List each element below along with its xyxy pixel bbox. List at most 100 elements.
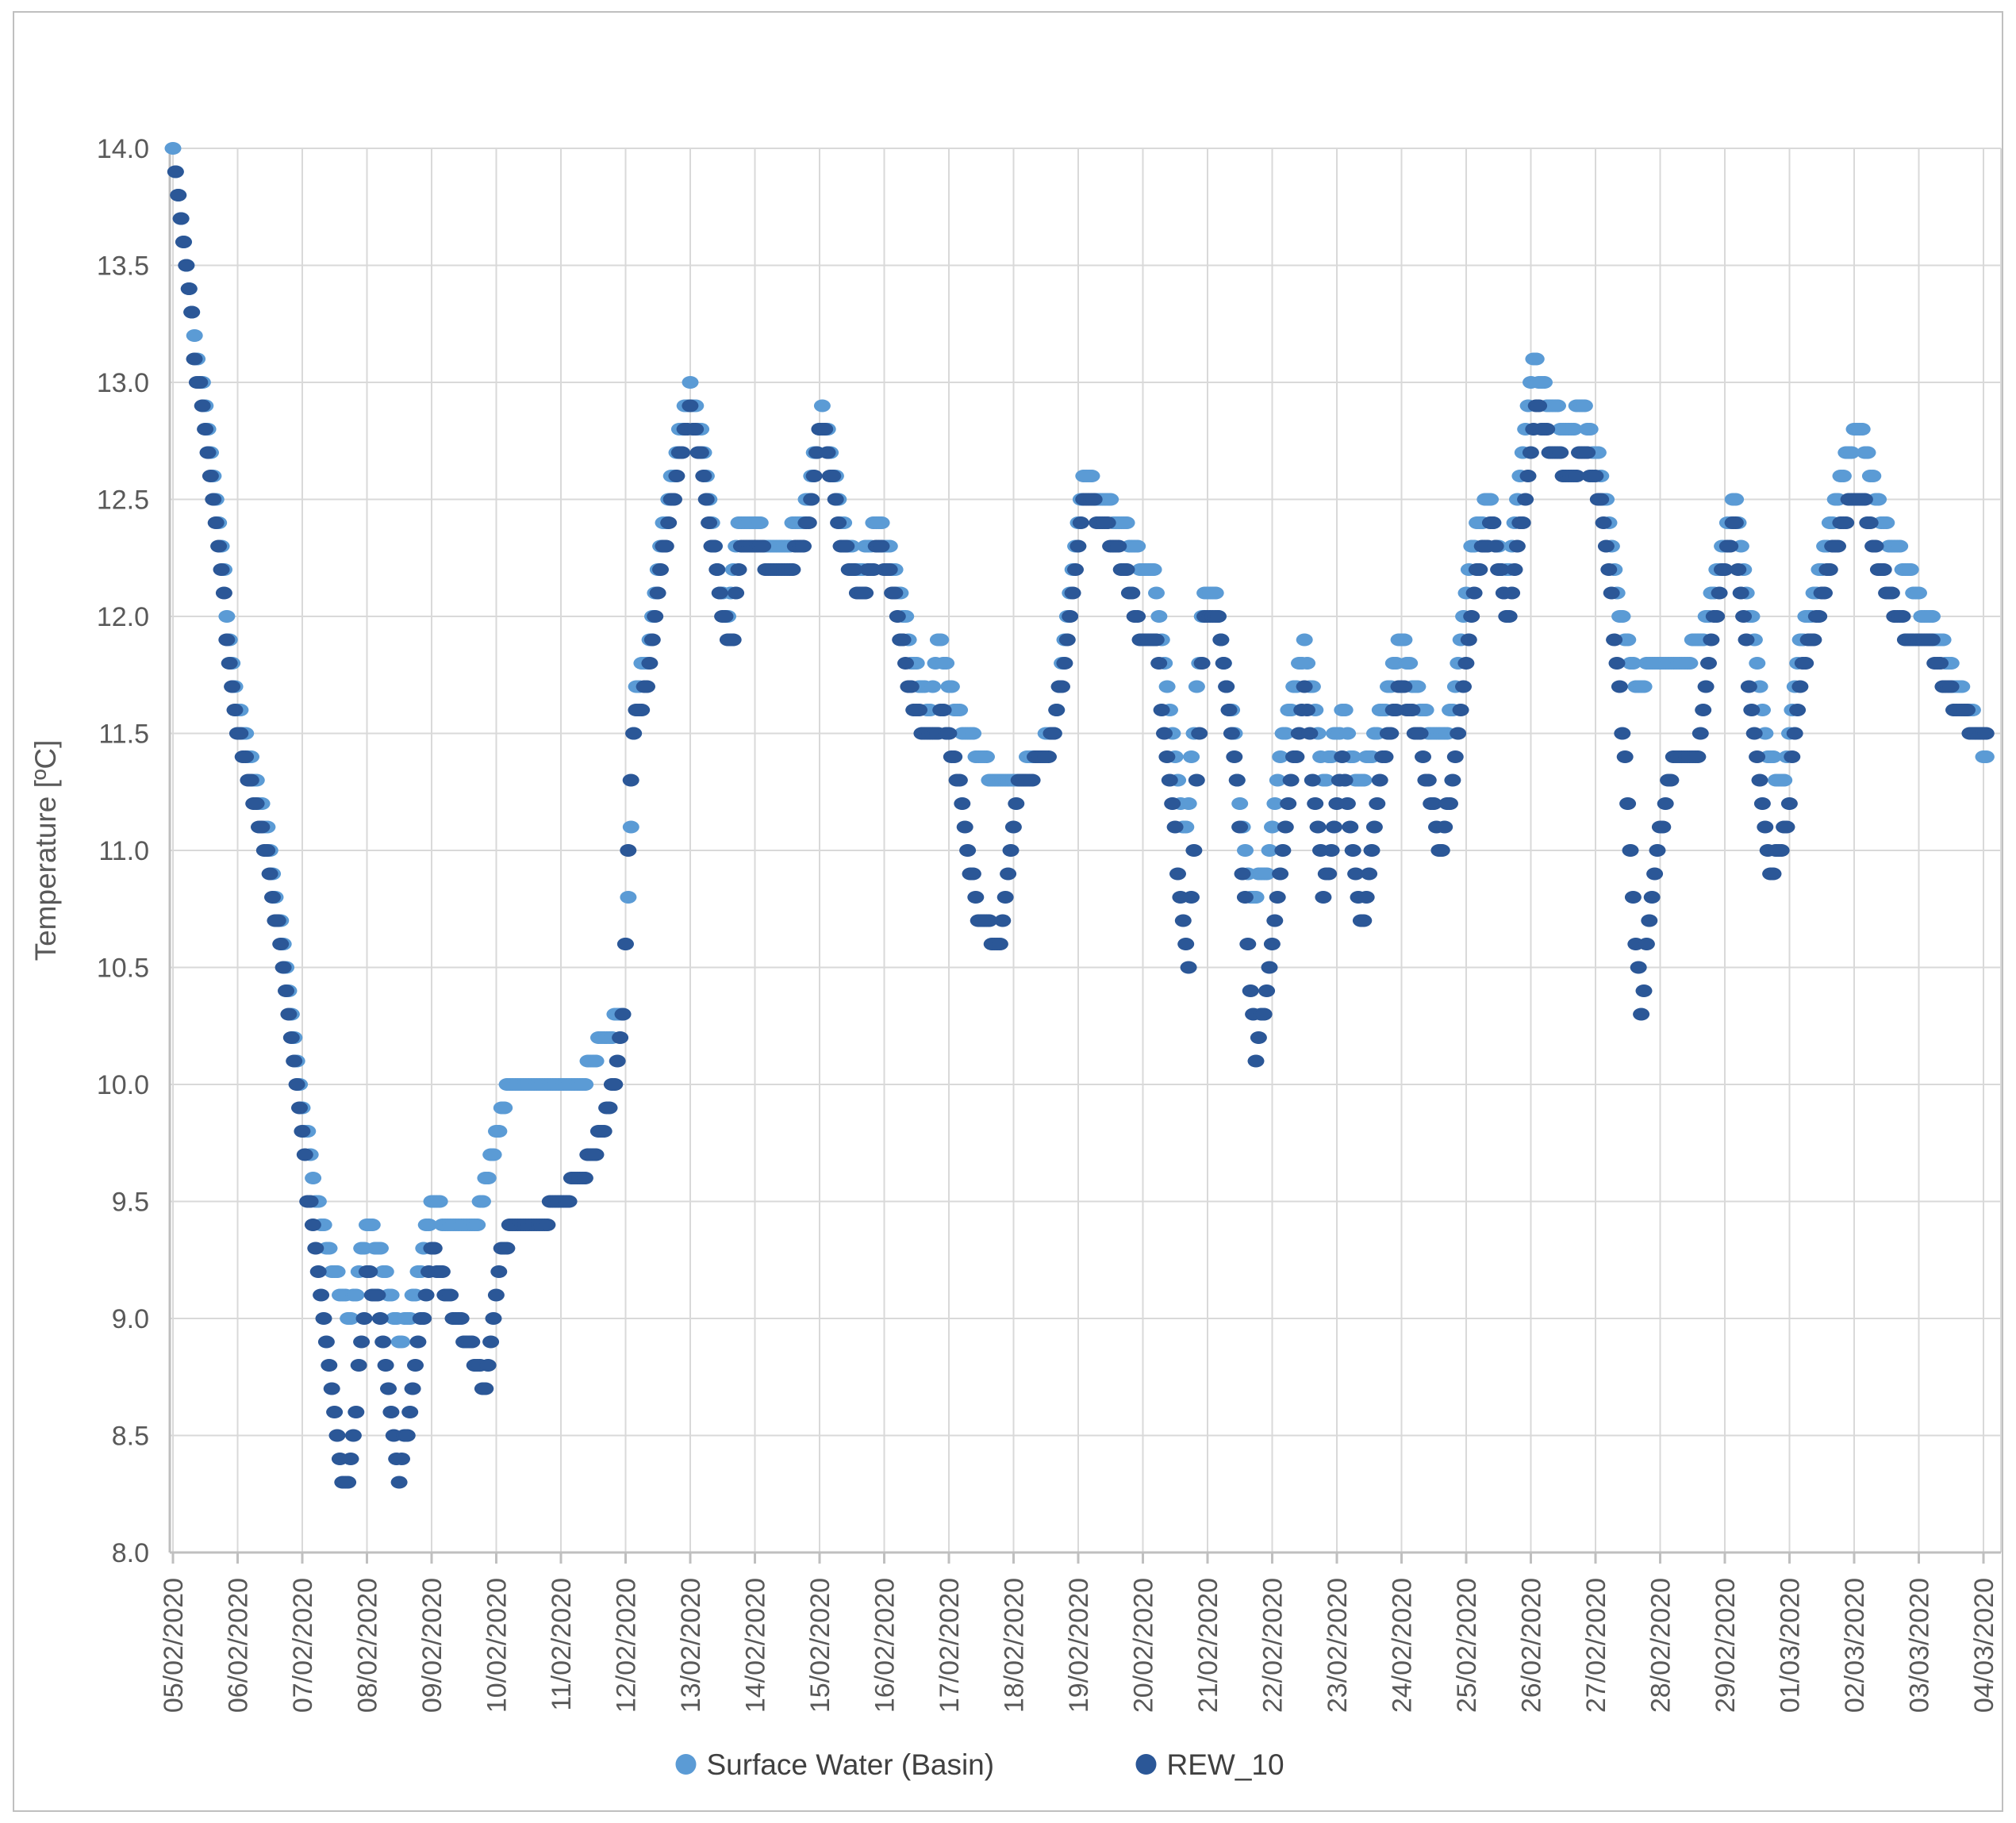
- data-point: [1635, 680, 1653, 693]
- data-point: [606, 1078, 624, 1091]
- data-point: [881, 563, 898, 576]
- y-tick-label: 11.5: [98, 720, 149, 750]
- data-point: [682, 399, 699, 413]
- data-point: [1649, 844, 1666, 857]
- data-point: [755, 539, 772, 553]
- data-point: [1924, 610, 1941, 623]
- data-point: [1156, 727, 1173, 740]
- data-point: [1641, 914, 1658, 927]
- x-tick-label: 25/02/2020: [1452, 1578, 1482, 1713]
- x-tick-label: 04/03/2020: [1969, 1578, 1999, 1713]
- data-point: [194, 399, 211, 413]
- data-point: [956, 820, 973, 834]
- data-point: [1401, 657, 1419, 670]
- data-point: [361, 1265, 378, 1278]
- data-point: [1147, 633, 1165, 647]
- data-point: [1307, 797, 1324, 810]
- data-point: [1191, 727, 1208, 740]
- data-point: [1861, 516, 1879, 529]
- data-point: [1433, 844, 1450, 857]
- data-point: [601, 1101, 618, 1115]
- x-tick-label: 15/02/2020: [805, 1578, 835, 1713]
- data-point: [1296, 633, 1313, 647]
- data-point: [1549, 399, 1566, 413]
- data-point: [1576, 399, 1593, 413]
- data-point: [1365, 820, 1383, 834]
- data-point: [1600, 563, 1618, 576]
- data-point: [487, 1288, 505, 1302]
- data-point: [1371, 773, 1388, 787]
- data-point: [340, 1476, 357, 1489]
- data-point: [1692, 727, 1709, 740]
- data-point: [1681, 657, 1699, 670]
- data-point: [1296, 680, 1313, 693]
- data-point: [1894, 610, 1911, 623]
- data-point: [1258, 867, 1276, 881]
- data-point: [1231, 797, 1249, 810]
- data-point: [490, 1125, 508, 1138]
- x-tick-label: 26/02/2020: [1517, 1578, 1547, 1713]
- data-point: [827, 493, 844, 506]
- data-point: [282, 1031, 300, 1044]
- data-point: [253, 820, 271, 834]
- data-point: [1646, 867, 1664, 881]
- x-tick-label: 18/02/2020: [1000, 1578, 1030, 1713]
- legend-marker-surface-water: [675, 1754, 697, 1775]
- data-point: [1619, 633, 1637, 647]
- x-tick-label: 08/02/2020: [353, 1578, 383, 1713]
- data-point: [218, 633, 236, 647]
- data-point: [1320, 867, 1338, 881]
- data-point: [1565, 423, 1583, 436]
- data-point: [1635, 984, 1653, 997]
- data-point: [1056, 657, 1073, 670]
- data-point: [819, 446, 836, 459]
- data-point: [1654, 820, 1672, 834]
- y-tick-label: 12.0: [97, 602, 149, 632]
- data-point: [278, 984, 294, 997]
- data-point: [1786, 727, 1803, 740]
- data-point: [1487, 539, 1504, 553]
- data-point: [1188, 680, 1205, 693]
- y-tick-label: 8.5: [112, 1422, 149, 1452]
- data-point: [935, 704, 952, 716]
- data-point: [1118, 563, 1135, 576]
- data-point: [1023, 773, 1041, 787]
- data-point: [1277, 820, 1294, 834]
- data-point: [1129, 610, 1146, 623]
- data-point: [1326, 820, 1342, 834]
- data-point: [1883, 586, 1900, 600]
- data-point: [1942, 680, 1960, 693]
- data-point: [1622, 844, 1639, 857]
- data-point: [1977, 750, 1995, 763]
- data-point: [1409, 680, 1427, 693]
- data-point: [1299, 657, 1316, 670]
- data-point: [1282, 773, 1300, 787]
- data-point: [275, 961, 292, 974]
- y-tick-label: 10.0: [97, 1070, 149, 1100]
- data-point: [643, 633, 661, 647]
- data-point: [269, 914, 286, 927]
- data-point: [1830, 539, 1846, 553]
- data-point: [1506, 563, 1523, 576]
- data-point: [857, 586, 874, 600]
- data-point: [496, 1101, 513, 1115]
- data-point: [328, 1265, 346, 1278]
- data-point: [1008, 797, 1025, 810]
- data-point: [1083, 470, 1100, 482]
- y-tick-label: 9.5: [112, 1188, 149, 1218]
- data-point: [272, 938, 290, 950]
- data-point: [641, 657, 659, 670]
- data-point: [477, 1382, 494, 1395]
- data-point: [1309, 820, 1327, 834]
- data-point: [1517, 493, 1534, 506]
- data-point: [490, 1265, 508, 1278]
- data-point: [1530, 399, 1548, 413]
- data-point: [1482, 493, 1500, 506]
- data-point: [1450, 727, 1467, 740]
- data-point: [1700, 657, 1717, 670]
- data-point: [711, 586, 728, 600]
- data-point: [1369, 797, 1386, 810]
- data-point: [1633, 1007, 1650, 1021]
- data-point: [431, 1195, 448, 1208]
